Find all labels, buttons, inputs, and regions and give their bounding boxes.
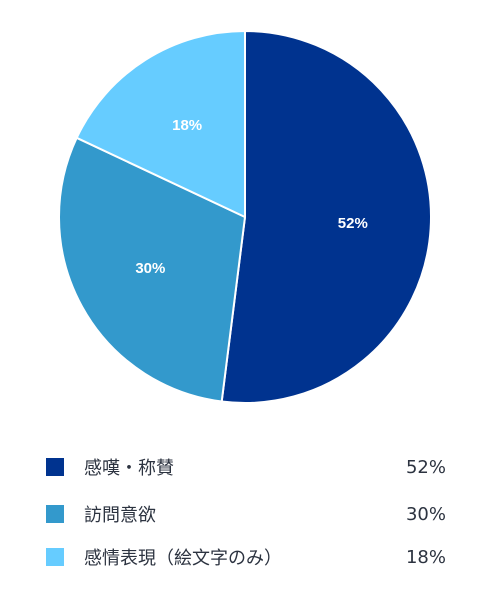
legend-swatch (46, 548, 64, 566)
pie-slice (220, 30, 433, 404)
slice-data-label: 52% (338, 215, 368, 232)
slice-data-label: 30% (135, 260, 165, 277)
legend-swatch (46, 458, 64, 476)
pie-slice (75, 30, 246, 218)
legend-label: 感情表現（絵文字のみ） (84, 548, 282, 569)
legend-item: 感情表現（絵文字のみ） 18% (46, 542, 446, 572)
legend-value: 18% (405, 546, 446, 568)
legend-item: 感嘆・称賛 52% (46, 452, 446, 482)
legend-swatch (46, 505, 64, 523)
pie-plot-area: 52% 30% 18% (58, 30, 433, 404)
legend-value: 30% (405, 503, 446, 525)
legend-item: 訪問意欲 30% (46, 499, 446, 529)
legend-label: 訪問意欲 (84, 505, 156, 526)
legend-label: 感嘆・称賛 (84, 458, 174, 479)
legend-value: 52% (405, 456, 446, 478)
pie-slice (58, 136, 246, 403)
slice-data-label: 18% (172, 117, 202, 134)
